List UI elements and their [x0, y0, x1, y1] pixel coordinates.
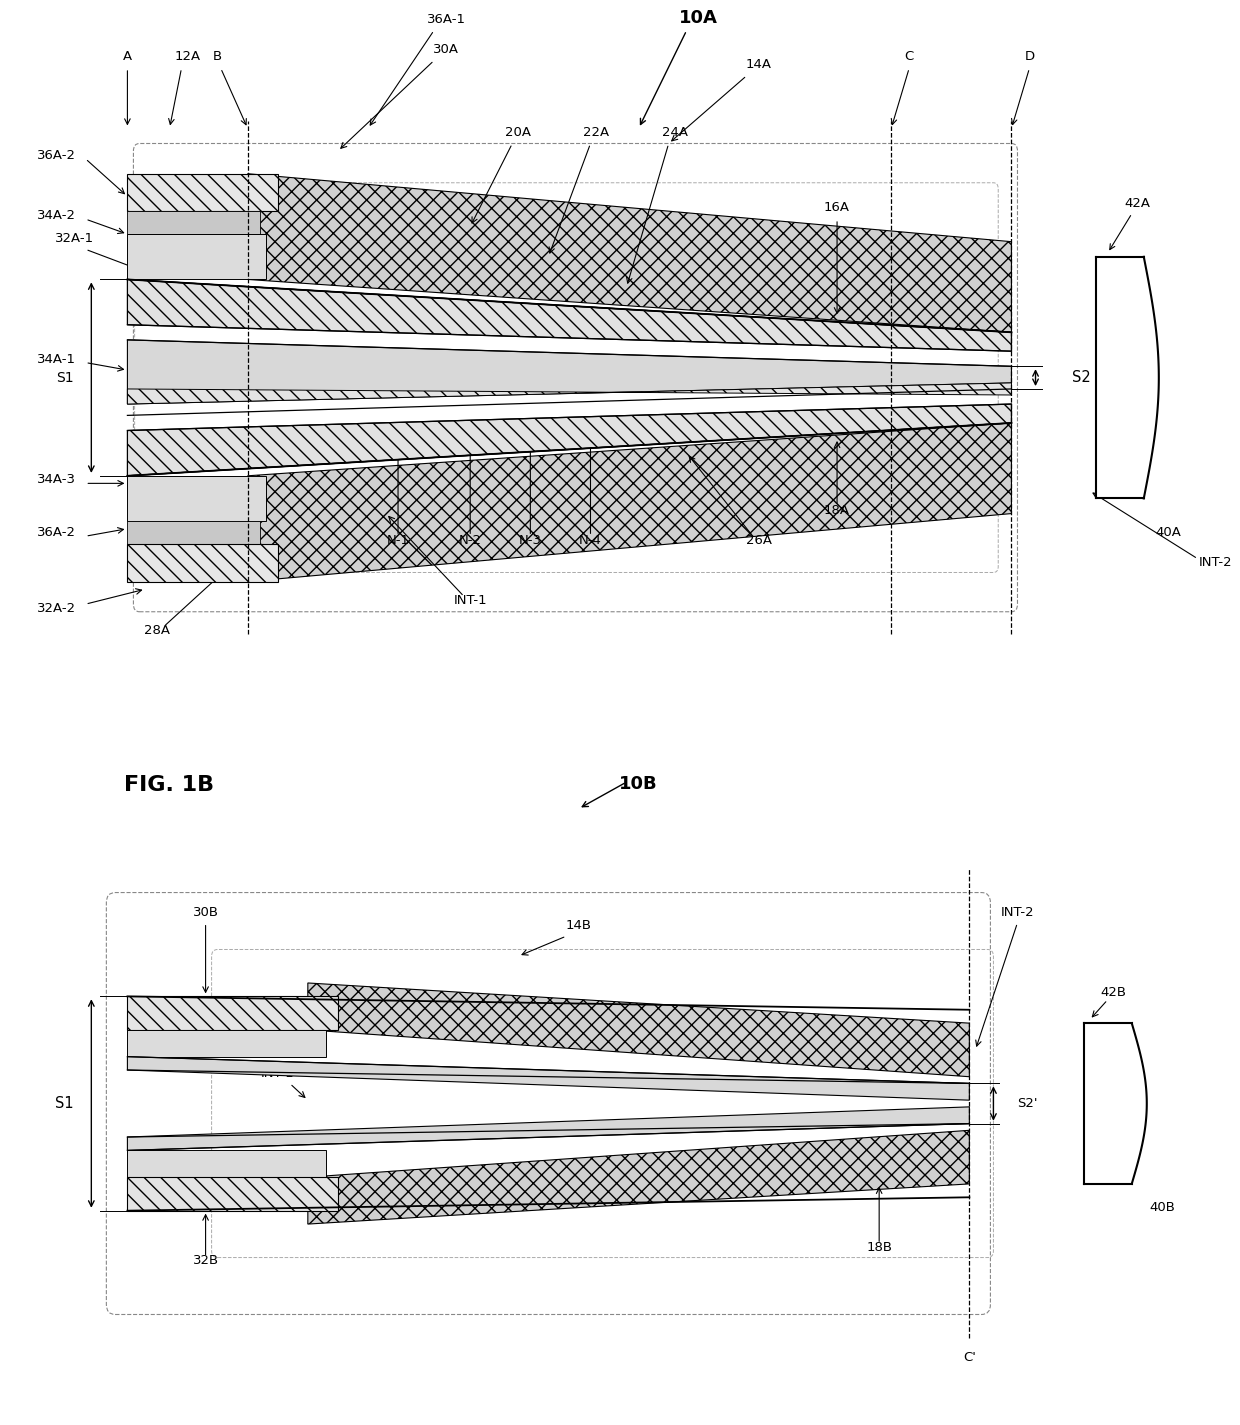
Polygon shape	[128, 383, 1012, 405]
Text: INT-2: INT-2	[1001, 906, 1034, 919]
Text: C: C	[905, 50, 914, 64]
Text: N-4: N-4	[579, 534, 601, 547]
Text: N-1: N-1	[387, 534, 409, 547]
Text: 14A: 14A	[746, 58, 771, 71]
Polygon shape	[128, 341, 1012, 405]
Text: D: D	[1024, 50, 1034, 64]
Text: 26A: 26A	[746, 534, 771, 547]
Text: 22A: 22A	[584, 125, 610, 140]
Text: 18B: 18B	[867, 1241, 892, 1254]
Polygon shape	[248, 423, 1012, 581]
Text: INT-2: INT-2	[1199, 556, 1233, 570]
Text: 34A-3: 34A-3	[37, 473, 76, 486]
Text: 40A: 40A	[1154, 526, 1180, 539]
Polygon shape	[128, 522, 259, 544]
Text: 40B: 40B	[1149, 1201, 1174, 1214]
Text: INT-1: INT-1	[260, 1067, 295, 1080]
Text: 10B: 10B	[619, 775, 658, 794]
Text: 14B: 14B	[565, 919, 591, 932]
Polygon shape	[128, 544, 278, 581]
Text: FIG. 1B: FIG. 1B	[124, 775, 215, 795]
Text: C': C'	[963, 1351, 976, 1364]
Polygon shape	[128, 1107, 970, 1150]
Text: 28A: 28A	[145, 624, 170, 637]
Text: INT-1: INT-1	[454, 594, 487, 607]
Polygon shape	[128, 1030, 326, 1057]
Polygon shape	[1096, 256, 1159, 499]
Text: N-3: N-3	[518, 534, 542, 547]
Polygon shape	[128, 211, 259, 234]
Text: 16A: 16A	[825, 201, 851, 215]
Text: 30A: 30A	[433, 43, 459, 56]
Polygon shape	[128, 1150, 326, 1177]
Polygon shape	[128, 174, 278, 211]
Polygon shape	[128, 279, 1012, 351]
Text: 34A-2: 34A-2	[37, 209, 76, 222]
Text: 32A-2: 32A-2	[37, 601, 77, 614]
Text: 32B: 32B	[192, 1254, 218, 1267]
Polygon shape	[308, 1130, 970, 1224]
Text: 42A: 42A	[1110, 198, 1151, 249]
Text: 32A-1: 32A-1	[56, 232, 94, 245]
Text: 30B: 30B	[192, 906, 218, 919]
Text: 42B: 42B	[1101, 986, 1127, 999]
Text: 36A-1: 36A-1	[427, 13, 466, 26]
Polygon shape	[308, 983, 970, 1077]
Text: S1: S1	[55, 1096, 73, 1112]
Polygon shape	[128, 1177, 337, 1211]
Text: 36A-2: 36A-2	[37, 526, 76, 539]
Polygon shape	[128, 234, 265, 279]
Polygon shape	[248, 174, 1012, 332]
Text: S2': S2'	[1018, 1097, 1038, 1110]
Polygon shape	[128, 476, 265, 522]
Polygon shape	[1084, 1023, 1147, 1184]
Text: N-2: N-2	[459, 534, 481, 547]
Polygon shape	[128, 1057, 970, 1100]
Polygon shape	[128, 405, 1012, 476]
Text: 18A: 18A	[825, 503, 851, 517]
Text: 10A: 10A	[680, 9, 718, 27]
Text: 12A: 12A	[175, 50, 201, 64]
Text: 24A: 24A	[662, 125, 688, 140]
Polygon shape	[128, 996, 337, 1030]
Text: B: B	[213, 50, 222, 64]
Text: 34A-1: 34A-1	[37, 352, 76, 366]
Text: S1: S1	[56, 370, 73, 385]
Text: A: A	[123, 50, 131, 64]
Text: 36A-2: 36A-2	[37, 148, 76, 161]
Text: S2: S2	[1071, 370, 1090, 385]
Text: 20A: 20A	[506, 125, 531, 140]
